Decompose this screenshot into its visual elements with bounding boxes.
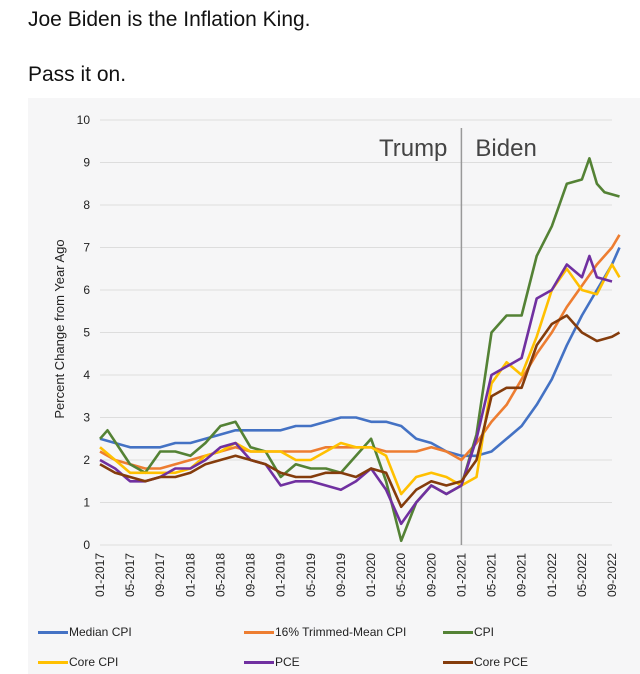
y-tick-label: 4 [83, 368, 90, 382]
biden-label: Biden [475, 135, 536, 162]
x-tick-label: 01-2019 [274, 553, 288, 597]
y-tick-label: 8 [83, 198, 90, 212]
x-tick-label: 01-2017 [93, 553, 107, 597]
x-tick-label: 01-2021 [454, 553, 468, 597]
series-lines [99, 157, 621, 543]
y-tick-label: 5 [83, 326, 90, 340]
series-line-1 [99, 234, 621, 470]
y-tick-label: 7 [83, 241, 90, 255]
x-tick-label: 01-2018 [183, 553, 197, 597]
x-tick-label: 05-2018 [213, 553, 227, 597]
x-tick-label: 01-2022 [545, 553, 559, 597]
y-axis-label: Percent Change from Year Ago [52, 239, 67, 418]
x-tick-label: 05-2019 [304, 553, 318, 597]
x-tick-label: 09-2019 [334, 553, 348, 597]
x-axis-ticks: 01-2017 05-2017 09-2017 01-2018 05-2018 09-20… [93, 553, 619, 597]
x-tick-label: 09-2022 [605, 553, 619, 597]
y-tick-label: 3 [83, 411, 90, 425]
x-tick-label: 09-2021 [515, 553, 529, 597]
y-axis-ticks: 0 1 2 3 4 5 6 7 8 9 10 [77, 113, 91, 552]
x-tick-label: 01-2020 [364, 553, 378, 597]
chart-card: 0 1 2 3 4 5 6 7 8 9 10 01-2017 05-2017 09-2017 01-201… [28, 98, 640, 674]
x-tick-label: 05-2021 [485, 553, 499, 597]
annotations: Trump Biden [379, 135, 537, 162]
x-tick-label: 05-2017 [123, 553, 137, 597]
y-tick-label: 0 [83, 538, 90, 552]
series-line-4 [99, 254, 613, 526]
series-line-0 [99, 246, 621, 458]
y-tick-label: 1 [83, 496, 90, 510]
x-tick-label: 05-2022 [575, 553, 589, 597]
y-tick-label: 6 [83, 283, 90, 297]
x-tick-label: 09-2018 [244, 553, 258, 597]
y-tick-label: 10 [77, 113, 91, 127]
trump-label: Trump [379, 135, 447, 162]
series-line-2 [99, 157, 620, 543]
post-headline: Joe Biden is the Inflation King. [28, 8, 311, 31]
series-line-5 [99, 314, 621, 509]
post-subline: Pass it on. [28, 63, 127, 86]
x-tick-label: 05-2020 [394, 553, 408, 597]
gridlines [100, 119, 612, 546]
y-tick-label: 2 [83, 453, 90, 467]
y-tick-label: 9 [83, 156, 90, 170]
x-tick-label: 09-2020 [424, 553, 438, 597]
x-tick-label: 09-2017 [153, 553, 167, 597]
